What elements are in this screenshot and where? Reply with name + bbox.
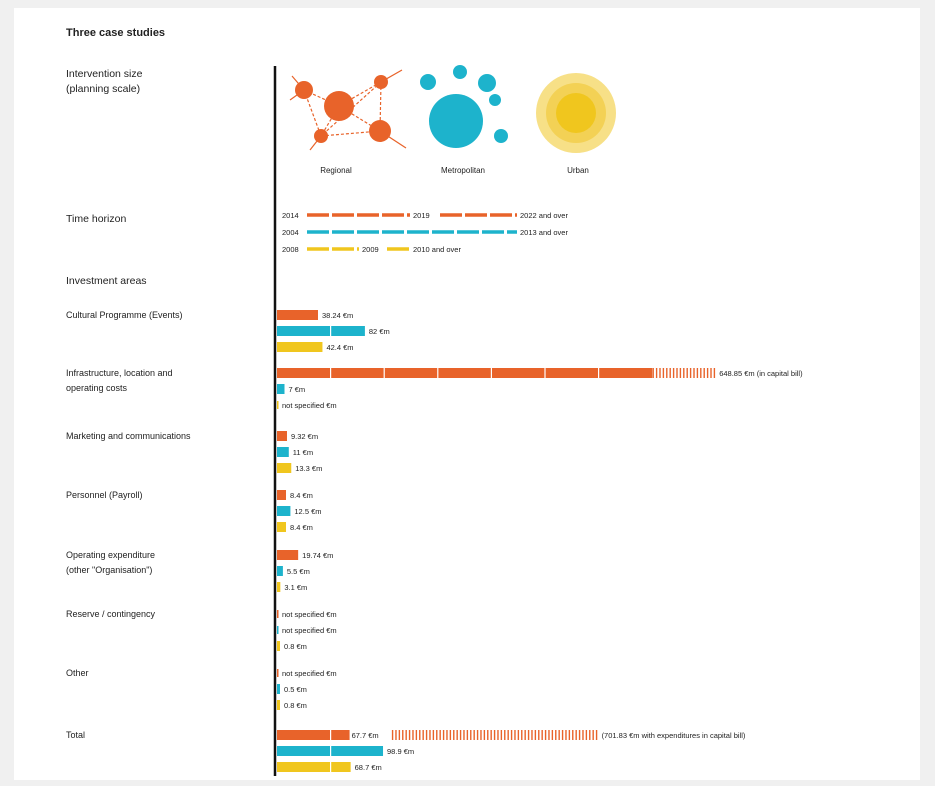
bar-value-label: 7 €m <box>289 385 306 394</box>
timeline-end-regional: 2022 and over <box>520 211 568 220</box>
bar-value-label: 68.7 €m <box>355 763 382 772</box>
bar-value-label: 11 €m <box>293 448 313 457</box>
bar-urban <box>277 582 281 592</box>
bar-value-label: 8.4 €m <box>290 523 313 532</box>
icon-label-regional: Regional <box>320 166 352 175</box>
icon-label-metropolitan: Metropolitan <box>441 166 485 175</box>
category-label: operating costs <box>66 383 128 393</box>
bar-urban <box>277 463 292 473</box>
category-label: Marketing and communications <box>66 431 191 441</box>
bar-value-label: 3.1 €m <box>284 583 307 592</box>
bar-regional <box>277 368 653 378</box>
timeline-start-urban: 2008 <box>282 245 299 254</box>
bar-value-label: 19.74 €m <box>302 551 333 560</box>
chart-title: Three case studies <box>66 27 165 39</box>
timeline-end-urban: 2010 and over <box>413 245 461 254</box>
category-label: (other "Organisation") <box>66 565 152 575</box>
bar-urban <box>277 522 287 532</box>
bar-value-label: 38.24 €m <box>322 311 353 320</box>
category-label: Other <box>66 668 89 678</box>
icon-label-urban: Urban <box>567 166 589 175</box>
category-label: Reserve / contingency <box>66 609 156 619</box>
timeline-start-metropolitan: 2004 <box>282 228 299 237</box>
bar-extra-label: (701.83 €m with expenditures in capital … <box>602 731 746 740</box>
bar-value-label: 42.4 €m <box>326 343 353 352</box>
bar-regional <box>277 431 287 441</box>
bar-value-label: not specified €m <box>282 626 337 635</box>
bar-value-label: 9.32 €m <box>291 432 318 441</box>
metropolitan-cluster-icon <box>420 65 508 148</box>
urban-circle-icon <box>536 73 616 153</box>
timeline-start-regional: 2014 <box>282 211 299 220</box>
bar-metropolitan <box>277 326 365 336</box>
case-studies-chart: Three case studies Intervention size (plan… <box>66 27 803 776</box>
bar-value-label: 67.7 €m <box>352 731 379 740</box>
timeline-end-metropolitan: 2013 and over <box>520 228 568 237</box>
bar-urban <box>277 700 280 710</box>
category-label: Cultural Programme (Events) <box>66 310 183 320</box>
bar-regional-empty <box>277 669 279 677</box>
bar-metropolitan <box>277 566 283 576</box>
section-heading-intervention-size-sub: (planning scale) <box>66 83 140 95</box>
bar-urban <box>277 342 323 352</box>
category-label: Personnel (Payroll) <box>66 490 143 500</box>
bar-value-label: 98.9 €m <box>387 747 414 756</box>
bar-metropolitan-empty <box>277 626 279 634</box>
bar-urban-empty <box>277 401 279 409</box>
bar-value-label: 5.5 €m <box>287 567 310 576</box>
bar-value-label: 0.8 €m <box>284 701 307 710</box>
bar-value-label: not specified €m <box>282 401 337 410</box>
bar-regional <box>277 310 318 320</box>
section-heading-investment-areas: Investment areas <box>66 275 147 287</box>
bar-metropolitan <box>277 384 285 394</box>
bar-value-label: 8.4 €m <box>290 491 313 500</box>
bar-value-label: 13.3 €m <box>295 464 322 473</box>
bar-metropolitan <box>277 447 289 457</box>
bar-urban <box>277 762 351 772</box>
bar-value-label: 648.85 €m (in capital bill) <box>719 369 803 378</box>
bar-value-label: 0.8 €m <box>284 642 307 651</box>
bar-metropolitan <box>277 684 280 694</box>
bar-metropolitan <box>277 506 291 516</box>
section-heading-intervention-size: Intervention size <box>66 68 143 80</box>
bar-regional <box>277 550 299 560</box>
bar-regional-empty <box>277 610 279 618</box>
bar-value-label: 82 €m <box>369 327 390 336</box>
regional-network-icon <box>289 69 407 151</box>
chart-card: Three case studies Intervention size (plan… <box>14 8 920 780</box>
bar-urban <box>277 641 280 651</box>
bar-value-label: 0.5 €m <box>284 685 307 694</box>
bar-value-label: 12.5 €m <box>294 507 321 516</box>
category-label: Total <box>66 730 85 740</box>
bar-value-label: not specified €m <box>282 610 337 619</box>
timeline-mid-urban: 2009 <box>362 245 379 254</box>
bar-regional <box>277 730 350 740</box>
category-label: Operating expenditure <box>66 550 155 560</box>
bar-value-label: not specified €m <box>282 669 337 678</box>
bar-regional <box>277 490 287 500</box>
section-heading-time-horizon: Time horizon <box>66 213 126 225</box>
category-label: Infrastructure, location and <box>66 368 173 378</box>
timeline-mid-regional: 2019 <box>413 211 430 220</box>
